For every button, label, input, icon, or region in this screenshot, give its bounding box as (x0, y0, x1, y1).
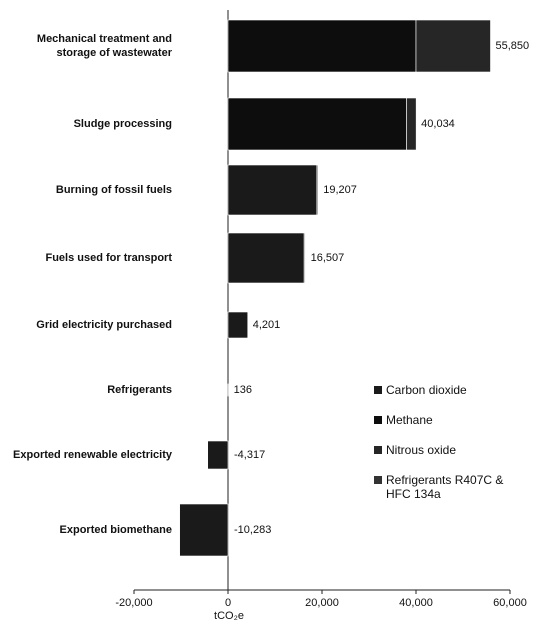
category-label: Exported biomethane (59, 524, 172, 536)
bar-segment (227, 19, 417, 73)
bar-segment (415, 19, 491, 73)
category-label: Burning of fossil fuels (55, 184, 172, 196)
value-label: -10,283 (234, 524, 271, 536)
value-label: 16,507 (311, 252, 345, 264)
legend-swatch (374, 386, 382, 394)
value-label: 55,850 (495, 40, 529, 52)
value-label: -4,317 (234, 449, 265, 461)
bar-segment (179, 503, 229, 557)
bar-segment (317, 164, 319, 216)
x-tick-label: 20,000 (305, 597, 339, 609)
value-label: 19,207 (323, 184, 357, 196)
x-tick-label: 40,000 (399, 597, 433, 609)
legend-label: Methane (386, 413, 433, 427)
category-label: Sludge processing (73, 118, 172, 130)
bar-segment (227, 97, 407, 151)
x-tick-label: -20,000 (115, 597, 152, 609)
bar-segment (304, 232, 306, 284)
legend-swatch (374, 416, 382, 424)
category-label: Fuels used for transport (45, 252, 172, 264)
bar-segment (406, 97, 417, 151)
bar-segment (227, 232, 305, 284)
bar-segment (227, 164, 318, 216)
legend-label: Carbon dioxide (386, 383, 467, 397)
value-label: 4,201 (253, 319, 281, 331)
category-label: Mechanical treatment and storage of wast… (36, 33, 172, 59)
category-label: Exported renewable electricity (13, 449, 172, 461)
x-tick-label: 0 (225, 597, 231, 609)
bar-segment (227, 311, 249, 339)
x-axis-label: tCO₂e (214, 610, 244, 622)
x-tick-label: 60,000 (493, 597, 527, 609)
bar-segment (227, 383, 229, 397)
bar-segment (207, 440, 229, 470)
legend-label: Nitrous oxide (386, 443, 457, 457)
legend-swatch (374, 446, 382, 454)
value-label: 40,034 (421, 118, 455, 130)
legend-label: Refrigerants R407C & HFC 134a (386, 473, 504, 501)
category-label: Grid electricity purchased (36, 319, 172, 331)
value-label: 136 (234, 384, 252, 396)
legend-swatch (374, 476, 382, 484)
category-label: Refrigerants (107, 384, 172, 396)
